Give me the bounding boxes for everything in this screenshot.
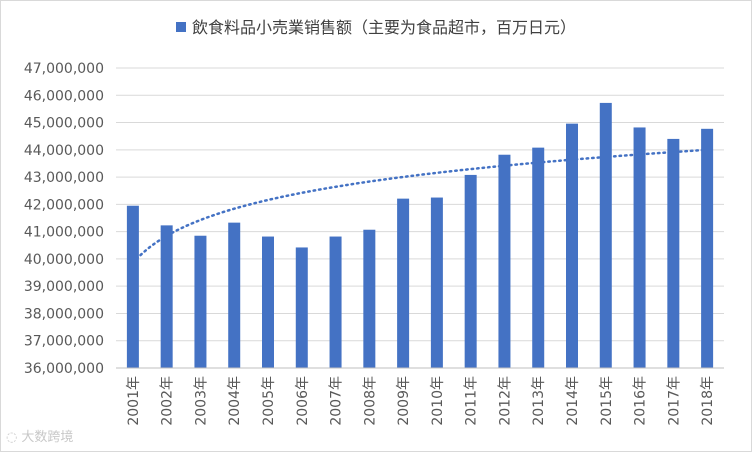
x-tick-label: 2006年 xyxy=(295,376,311,426)
x-tick-label: 2014年 xyxy=(565,376,581,426)
bar xyxy=(599,102,612,368)
watermark-text: 大数跨境 xyxy=(21,430,74,445)
legend-label: 飲食料品小売業销售额（主要为食品超市，百万日元） xyxy=(191,18,576,37)
y-tick-label: 36,000,000 xyxy=(24,361,104,377)
x-tick-label: 2007年 xyxy=(329,376,345,426)
bar xyxy=(160,225,173,368)
y-tick-label: 44,000,000 xyxy=(24,143,104,159)
x-tick-label: 2008年 xyxy=(362,376,378,426)
bar xyxy=(667,138,680,368)
y-tick-label: 42,000,000 xyxy=(24,197,104,213)
bar xyxy=(566,123,578,369)
watermark: ◌ 大数跨境 xyxy=(6,426,73,445)
bar xyxy=(464,174,477,368)
bar xyxy=(126,205,139,368)
x-tick-label: 2003年 xyxy=(193,376,209,426)
x-tick-label: 2010年 xyxy=(430,376,446,426)
x-tick-label: 2005年 xyxy=(261,376,277,426)
bar xyxy=(329,236,342,368)
x-tick-label: 2002年 xyxy=(160,376,176,426)
bar xyxy=(228,222,241,368)
logo-icon: ◌ xyxy=(6,430,18,445)
bar xyxy=(363,229,376,368)
x-tick-label: 2018年 xyxy=(700,376,716,426)
y-tick-label: 37,000,000 xyxy=(24,334,104,350)
bar xyxy=(430,197,443,368)
y-tick-label: 39,000,000 xyxy=(24,279,104,295)
bar xyxy=(397,198,410,368)
x-tick-label: 2004年 xyxy=(227,376,243,426)
x-tick-label: 2015年 xyxy=(599,376,615,426)
bar xyxy=(633,127,646,368)
bar xyxy=(701,128,714,368)
x-tick-label: 2001年 xyxy=(126,376,142,426)
bar xyxy=(194,235,207,368)
y-tick-label: 43,000,000 xyxy=(24,170,104,186)
legend: 飲食料品小売業销售额（主要为食品超市，百万日元） xyxy=(0,14,752,38)
legend-swatch xyxy=(175,22,186,32)
y-tick-label: 40,000,000 xyxy=(24,252,104,268)
x-tick-label: 2012年 xyxy=(497,376,513,426)
x-tick-label: 2013年 xyxy=(531,376,547,426)
y-tick-label: 46,000,000 xyxy=(24,88,104,104)
x-tick-label: 2016年 xyxy=(633,376,649,426)
y-tick-label: 38,000,000 xyxy=(24,306,104,322)
bar xyxy=(262,236,274,368)
bar xyxy=(498,154,511,368)
y-tick-label: 41,000,000 xyxy=(24,225,104,241)
trendline xyxy=(131,148,709,265)
x-tick-label: 2009年 xyxy=(396,376,412,426)
x-tick-label: 2017年 xyxy=(666,376,682,426)
y-tick-label: 47,000,000 xyxy=(24,61,104,77)
y-tick-label: 45,000,000 xyxy=(24,116,104,132)
bar xyxy=(532,147,545,368)
x-tick-label: 2011年 xyxy=(464,376,480,426)
bar xyxy=(295,247,308,368)
